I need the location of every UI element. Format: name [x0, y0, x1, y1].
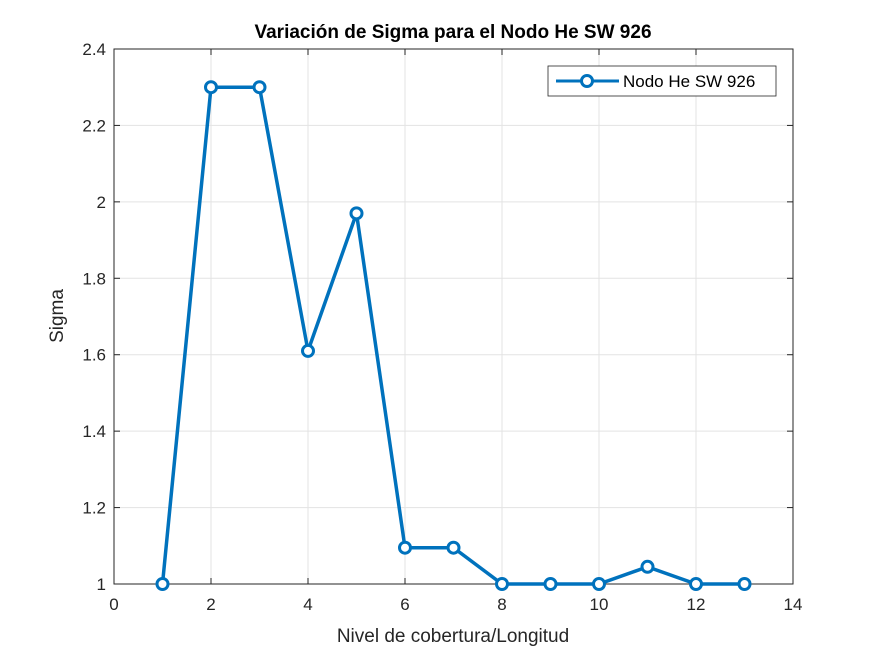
- plot-frame: [113, 48, 794, 585]
- x-tick-label: 14: [784, 595, 803, 614]
- x-tick-label: 10: [590, 595, 609, 614]
- data-point: [446, 540, 461, 555]
- data-point: [204, 80, 218, 95]
- legend-entry-label: Nodo He SW 926: [623, 72, 755, 91]
- y-tick-label: 2.4: [82, 40, 106, 59]
- plot-area: [114, 49, 793, 584]
- y-axis-label: Sigma: [47, 289, 68, 343]
- data-point: [301, 343, 315, 358]
- y-tick-label: 1.4: [82, 422, 106, 441]
- x-tick-label: 6: [400, 595, 409, 614]
- data-point: [349, 206, 364, 221]
- data-point: [495, 577, 509, 591]
- x-axis-label: Nivel de cobertura/Longitud: [337, 626, 569, 647]
- data-point: [543, 577, 558, 591]
- series-layer: [155, 80, 752, 591]
- data-point: [640, 559, 655, 574]
- chart-title: Variación de Sigma para el Nodo He SW 92…: [254, 22, 651, 43]
- data-point: [737, 577, 752, 591]
- legend: Nodo He SW 926: [547, 65, 777, 97]
- data-point: [592, 577, 606, 591]
- y-tick-label: 1.8: [82, 269, 106, 288]
- data-point: [689, 577, 703, 591]
- data-point: [155, 577, 170, 591]
- x-tick-label: 12: [687, 595, 706, 614]
- y-tick-label: 1: [97, 575, 106, 594]
- data-point: [398, 540, 412, 555]
- data-point: [252, 80, 267, 95]
- x-tick-label: 8: [497, 595, 506, 614]
- y-tick-label: 2.2: [82, 116, 106, 135]
- y-tick-label: 2: [97, 193, 106, 212]
- legend-marker-sample: [580, 74, 594, 88]
- x-tick-label: 4: [303, 595, 312, 614]
- y-tick-label: 1.6: [82, 346, 106, 365]
- x-tick-label: 0: [109, 595, 118, 614]
- y-tick-label: 1.2: [82, 499, 106, 518]
- axis-ticks: 0 2 4 6 8 10 12 14 1 1.2 1.4 1.6 1.8 2 2.2 2.4: [82, 40, 802, 614]
- x-tick-label: 2: [206, 595, 215, 614]
